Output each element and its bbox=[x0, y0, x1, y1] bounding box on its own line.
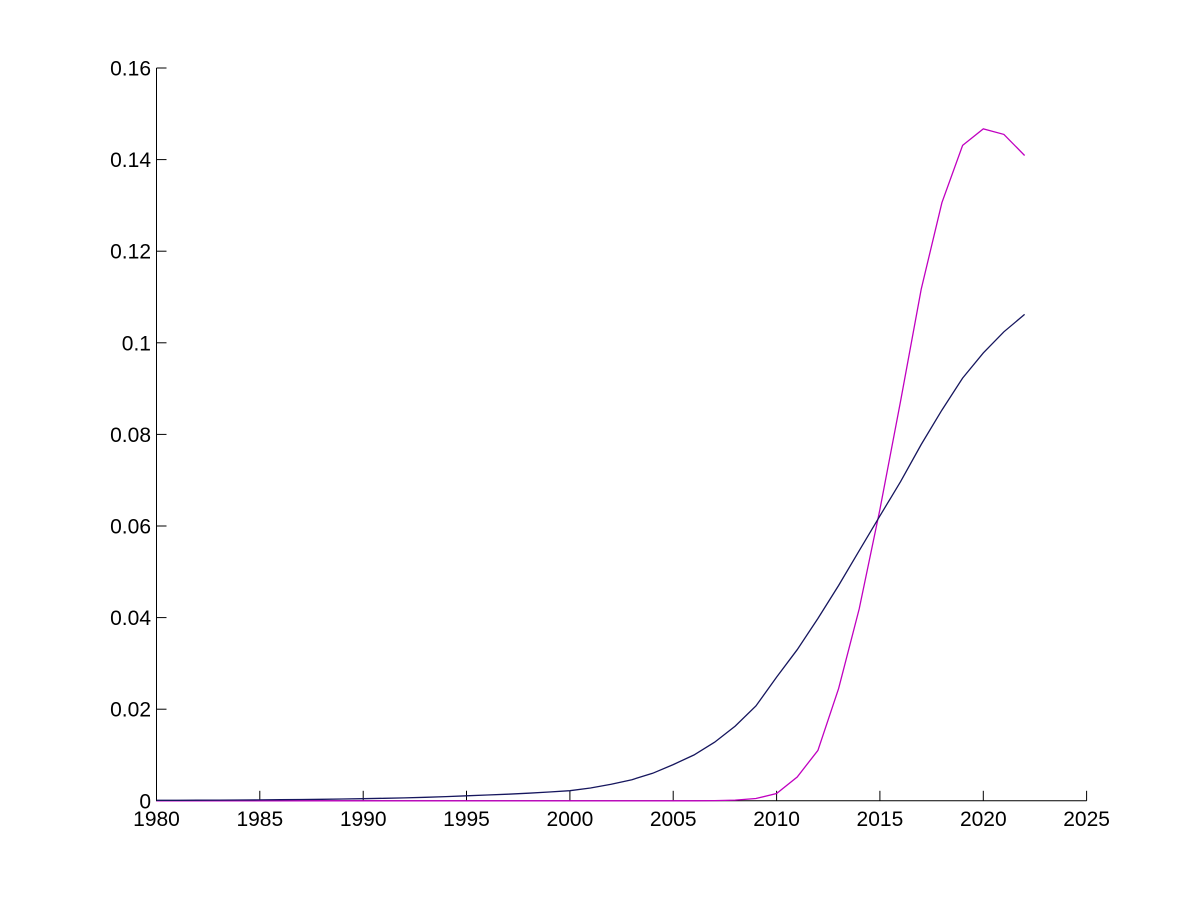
svg-text:2010: 2010 bbox=[753, 808, 800, 831]
svg-text:2000: 2000 bbox=[547, 808, 594, 831]
svg-text:2005: 2005 bbox=[650, 808, 697, 831]
svg-text:0.02: 0.02 bbox=[110, 699, 151, 722]
svg-text:0.14: 0.14 bbox=[110, 149, 151, 172]
svg-text:0.08: 0.08 bbox=[110, 424, 151, 447]
svg-text:2015: 2015 bbox=[857, 808, 904, 831]
svg-text:2020: 2020 bbox=[960, 808, 1007, 831]
svg-text:0.04: 0.04 bbox=[110, 607, 151, 630]
svg-text:0.12: 0.12 bbox=[110, 241, 151, 264]
svg-text:0.16: 0.16 bbox=[110, 58, 151, 81]
svg-text:1990: 1990 bbox=[340, 808, 387, 831]
svg-text:1995: 1995 bbox=[443, 808, 490, 831]
svg-text:0.1: 0.1 bbox=[122, 332, 151, 355]
svg-text:1985: 1985 bbox=[236, 808, 283, 831]
svg-text:1980: 1980 bbox=[133, 808, 180, 831]
svg-text:0: 0 bbox=[139, 790, 151, 813]
svg-text:0.06: 0.06 bbox=[110, 516, 151, 539]
svg-text:2025: 2025 bbox=[1063, 808, 1110, 831]
